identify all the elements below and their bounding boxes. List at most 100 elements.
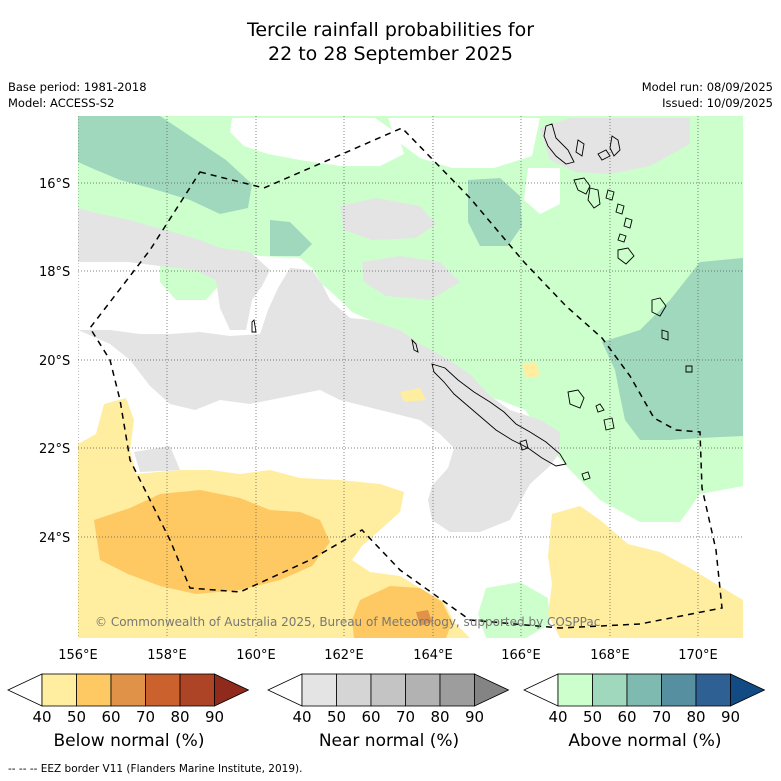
eez-border: [89, 127, 723, 629]
longitude-labels: 156°E 158°E 160°E 162°E 164°E 166°E 168°…: [58, 648, 718, 663]
lat-label: 18°S: [39, 265, 70, 280]
colorbar-tick-label: 80: [170, 708, 189, 726]
colorbar-tick-label: 60: [361, 708, 380, 726]
lon-label: 164°E: [413, 648, 453, 663]
colorbar-tick-label: 50: [583, 708, 602, 726]
above-normal-shading: [78, 116, 743, 522]
lon-label: 160°E: [236, 648, 276, 663]
above-normal-shading: [468, 178, 522, 246]
map-panel: © Commonwealth of Australia 2025, Bureau…: [78, 116, 743, 638]
colorbar-tick-label: 40: [32, 708, 51, 726]
above-normal-shading: [78, 116, 252, 214]
colorbar-title-near: Near normal (%): [318, 731, 460, 751]
above-normal-shading: [270, 220, 312, 256]
below-normal-shading: [352, 586, 452, 638]
lon-label: 166°E: [501, 648, 541, 663]
no-signal-area: [230, 118, 404, 166]
colorbar-segment: [76, 673, 112, 707]
colorbar-below: 40 50 60 70 80 90: [7, 673, 250, 726]
no-signal-area: [388, 118, 540, 168]
coastlines: [251, 123, 693, 481]
colorbar-tick-label: 50: [327, 708, 346, 726]
colorbar-segment: [41, 673, 77, 707]
near-normal-shading: [78, 208, 270, 330]
colorbar-segment: [695, 673, 731, 707]
colorbar-segment: [592, 673, 628, 707]
colorbar-above: 40 50 60 70 80 90: [523, 673, 766, 726]
gridlines: [78, 116, 743, 638]
colorbar-low-extension: [7, 673, 43, 707]
colorbar-near: 40 50 60 70 80 90: [267, 673, 510, 726]
lon-label: 162°E: [324, 648, 364, 663]
near-normal-shading: [540, 118, 690, 174]
colorbar-segment: [405, 673, 441, 707]
issued-text: Issued: 10/09/2025: [662, 96, 773, 110]
no-signal-area: [524, 168, 560, 214]
colorbar-tick-label: 60: [101, 708, 120, 726]
eez-footnote: -- -- -- EEZ border V11 (Flanders Marine…: [8, 763, 303, 775]
lat-label: 22°S: [39, 442, 70, 457]
colorbar-segment: [301, 673, 337, 707]
colorbar-high-extension: [730, 673, 766, 707]
lat-label: 20°S: [39, 354, 70, 369]
title-line-2: 22 to 28 September 2025: [268, 43, 513, 65]
lat-label: 24°S: [39, 531, 70, 546]
below-normal-shading: [400, 388, 426, 402]
colorbar-tick-label: 70: [396, 708, 415, 726]
colorbar-segment: [179, 673, 215, 707]
below-normal-shading: [416, 610, 432, 626]
colorbar-high-extension: [214, 673, 250, 707]
copyright-credit: © Commonwealth of Australia 2025, Bureau…: [95, 615, 600, 629]
colorbar-segment: [145, 673, 181, 707]
colorbar-tick-label: 80: [686, 708, 705, 726]
colorbar-tick-label: 60: [617, 708, 636, 726]
near-normal-shading: [340, 198, 436, 240]
colorbar-tick-label: 50: [67, 708, 86, 726]
lon-label: 156°E: [58, 648, 98, 663]
base-period-text: Base period: 1981-2018: [8, 80, 147, 94]
colorbar-low-extension: [523, 673, 559, 707]
lon-label: 158°E: [147, 648, 187, 663]
colorbar-title-below: Below normal (%): [53, 731, 205, 751]
meta-left: Base period: 1981-2018 Model: ACCESS-S2: [8, 79, 147, 111]
model-text: Model: ACCESS-S2: [8, 96, 115, 110]
model-run-text: Model run: 08/09/2025: [641, 80, 773, 94]
colorbar-segment: [557, 673, 593, 707]
colorbar-segment: [439, 673, 475, 707]
colorbar-tick-label: 40: [548, 708, 567, 726]
below-normal-shading: [94, 490, 330, 594]
colorbar-segment: [336, 673, 372, 707]
lon-label: 168°E: [590, 648, 630, 663]
colorbar-low-extension: [267, 673, 303, 707]
colorbar-segment: [370, 673, 406, 707]
colorbar-tick-label: 40: [292, 708, 311, 726]
colorbar-segment: [110, 673, 146, 707]
colorbar-tick-label: 90: [205, 708, 224, 726]
colorbar-high-extension: [474, 673, 510, 707]
above-normal-shading: [478, 582, 550, 638]
colorbar-tick-label: 90: [721, 708, 740, 726]
lon-label: 170°E: [678, 648, 718, 663]
below-normal-shading: [522, 362, 540, 378]
title-line-1: Tercile rainfall probabilities for: [246, 19, 535, 41]
near-normal-shading: [78, 268, 560, 532]
colorbar-segment: [626, 673, 662, 707]
colorbar-segment: [661, 673, 697, 707]
vanuatu-coast: [543, 123, 575, 165]
colorbar-tick-label: 70: [652, 708, 671, 726]
above-normal-shading: [602, 258, 743, 440]
colorbar-tick-label: 90: [465, 708, 484, 726]
colorbar-title-above: Above normal (%): [568, 731, 722, 751]
near-normal-shading: [362, 256, 460, 300]
colorbar-tick-label: 70: [136, 708, 155, 726]
lat-label: 16°S: [39, 177, 70, 192]
below-normal-shading: [548, 506, 743, 638]
new-caledonia-coast: [431, 363, 567, 467]
latitude-labels: 16°S 18°S 20°S 22°S 24°S: [39, 177, 70, 546]
near-normal-shading: [134, 446, 180, 472]
map-title: Tercile rainfall probabilities for 22 to…: [0, 18, 781, 66]
colorbar-tick-label: 80: [430, 708, 449, 726]
meta-right: Model run: 08/09/2025 Issued: 10/09/2025: [642, 79, 773, 111]
colorbars: 40 50 60 70 80 90 40 50 60 70 80 90 40 50 60 70 80 90: [7, 673, 766, 726]
